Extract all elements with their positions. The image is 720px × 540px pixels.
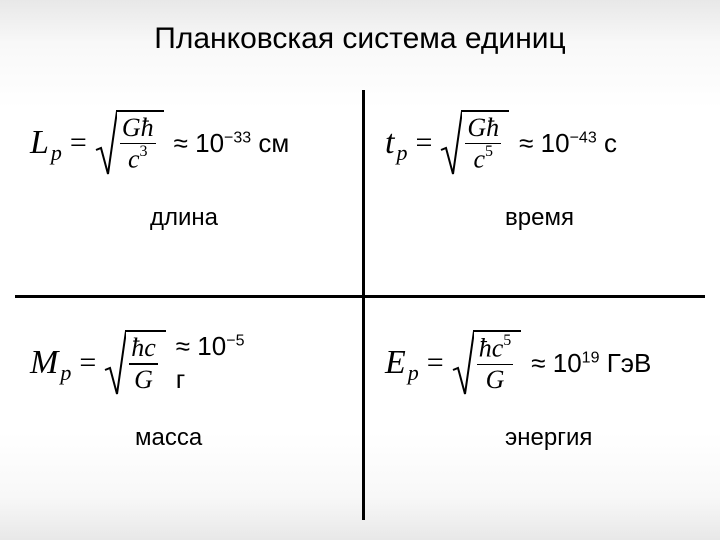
numerator-power-energy: 5 <box>503 332 511 349</box>
approx-unit: см <box>251 128 289 158</box>
label-length: длина <box>150 204 360 232</box>
horizontal-divider <box>15 295 705 298</box>
denominator-mass: G <box>134 365 153 394</box>
label-time: время <box>505 204 715 232</box>
denominator-time: c <box>473 145 485 174</box>
cell-time: t p = Għ c5 ≈ 10−43 с время <box>385 110 715 232</box>
subscript-mass: p <box>60 360 71 386</box>
sqrt-time: Għ c5 <box>440 110 509 176</box>
cell-length: L p = Għ c3 ≈ 10−33 см длина <box>30 110 360 232</box>
symbol-time: t <box>385 124 394 162</box>
equals: = <box>415 126 432 160</box>
denominator-power-time: 5 <box>485 143 493 160</box>
equals: = <box>79 346 96 380</box>
approx-base: ≈ 10 <box>176 331 226 361</box>
approx-energy: ≈ 1019 ГэВ <box>531 348 651 379</box>
vertical-divider <box>362 90 365 520</box>
radical-icon <box>452 330 474 396</box>
approx-base: ≈ 10 <box>519 128 569 158</box>
approx-unit-mass: г <box>176 364 185 395</box>
denominator-energy: G <box>486 365 505 394</box>
approx-base: ≈ 10 <box>174 128 224 158</box>
approx-length: ≈ 10−33 см <box>174 128 290 159</box>
radical-icon <box>95 110 117 176</box>
radical-icon <box>440 110 462 176</box>
sqrt-mass: ħc G <box>104 330 166 396</box>
approx-base: ≈ 10 <box>531 348 581 378</box>
subscript-energy: p <box>408 360 419 386</box>
numerator-mass: ħc <box>131 333 156 362</box>
symbol-length: L <box>30 124 49 162</box>
formula-length: L p = Għ c3 ≈ 10−33 см <box>30 110 360 176</box>
numerator-length: Għ <box>122 113 154 142</box>
equals: = <box>70 126 87 160</box>
approx-exp: −43 <box>570 129 597 146</box>
page-title: Планковская система единиц <box>0 22 720 56</box>
approx-exp: 19 <box>582 349 600 366</box>
cell-energy: E p = ħc5 G ≈ 1019 ГэВ энергия <box>385 330 715 452</box>
sqrt-energy: ħc5 G <box>452 330 522 396</box>
symbol-mass: M <box>30 344 58 382</box>
subscript-time: p <box>396 140 407 166</box>
approx-time: ≈ 10−43 с <box>519 128 617 159</box>
denominator-length: c <box>128 145 140 174</box>
numerator-time: Għ <box>467 113 499 142</box>
subscript-length: p <box>51 140 62 166</box>
symbol-energy: E <box>385 344 406 382</box>
formula-time: t p = Għ c5 ≈ 10−43 с <box>385 110 715 176</box>
numerator-energy: ħc <box>479 334 504 363</box>
denominator-power-length: 3 <box>140 143 148 160</box>
formula-mass: M p = ħc G ≈ 10−5 г <box>30 330 360 396</box>
formula-energy: E p = ħc5 G ≈ 1019 ГэВ <box>385 330 715 396</box>
label-mass: масса <box>135 424 360 452</box>
cell-mass: M p = ħc G ≈ 10−5 г масса <box>30 330 360 452</box>
approx-exp: −5 <box>226 332 244 349</box>
approx-mass: ≈ 10−5 г <box>176 331 245 395</box>
approx-unit: с <box>597 128 617 158</box>
approx-exp: −33 <box>224 129 251 146</box>
approx-unit: ГэВ <box>599 348 651 378</box>
label-energy: энергия <box>505 424 715 452</box>
sqrt-length: Għ c3 <box>95 110 164 176</box>
equals: = <box>427 346 444 380</box>
radical-icon <box>104 330 126 396</box>
